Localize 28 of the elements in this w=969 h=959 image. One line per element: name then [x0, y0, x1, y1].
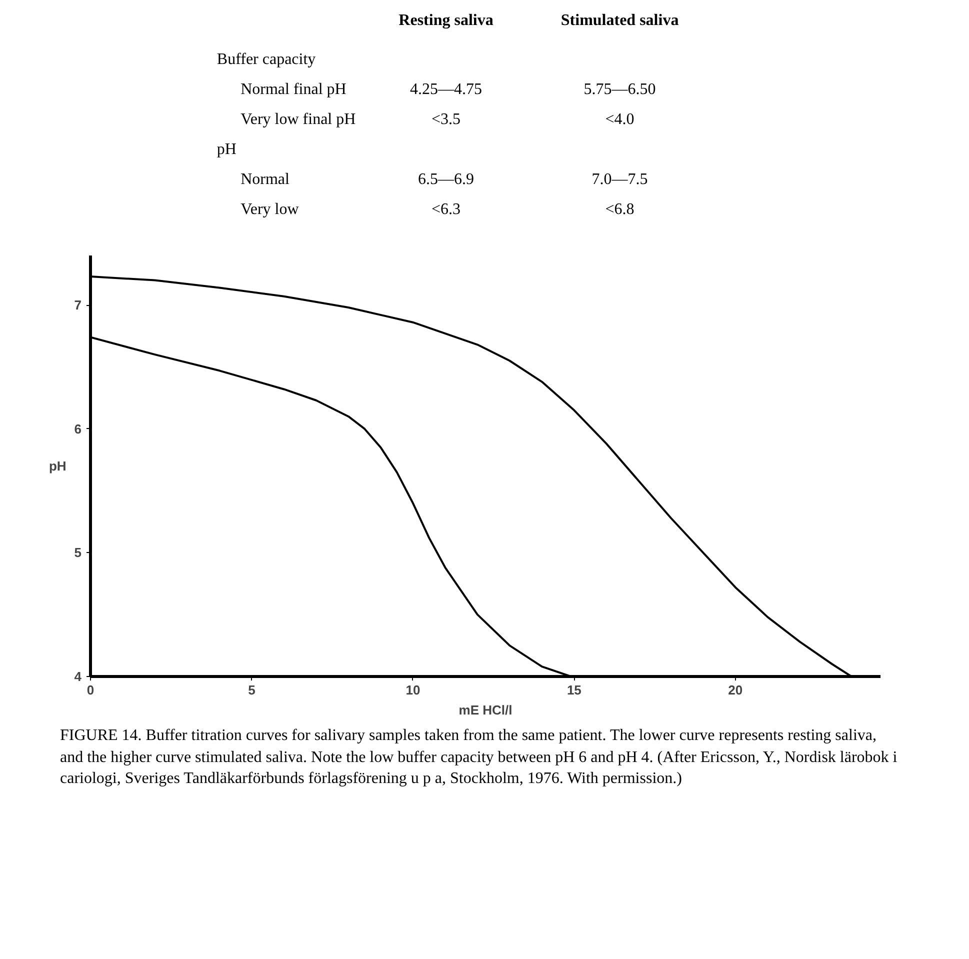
category-label: Normal final pH: [240, 81, 346, 98]
category-label: Very low: [240, 201, 299, 218]
text: <6.3: [431, 201, 461, 218]
x-tick-label: 10: [406, 682, 420, 698]
y-tick-label: 5: [74, 545, 82, 560]
category-label: Buffer capacity: [216, 51, 316, 68]
category-label: pH: [216, 141, 236, 158]
text: 5.75—6.50: [584, 81, 656, 98]
y-axis-title: pH: [48, 458, 66, 474]
x-tick-label: 15: [566, 682, 582, 698]
x-tick-label: 0: [86, 682, 94, 698]
category-label: Normal: [240, 171, 290, 188]
y-tick-label: 4: [74, 669, 82, 684]
text: 6.5—6.9: [418, 171, 474, 188]
text: <3.5: [431, 111, 461, 128]
y-tick-label: 7: [74, 298, 82, 313]
x-tick-label: 20: [728, 682, 743, 698]
text: <6.8: [605, 201, 634, 218]
x-tick-label: 5: [248, 682, 256, 698]
caption: FIGURE 14. Buffer titration curves for salivary samples taken from the same patient. The lower curve represents resting saliva, and the higher curve stimulated saliva. Note the low buffer capacity between pH 6 and pH 4. (After Ericsson, Y., Nordisk lärobok i cariologi, Sveriges Tandläkarförbunds förlagsförening u p a, Stockholm, 1976. With permission.): [60, 726, 898, 790]
text: 7.0—7.5: [592, 171, 648, 188]
category-label: Very low final pH: [240, 111, 356, 128]
category-label: Resting saliva: [398, 12, 494, 29]
text: 4.25—4.75: [410, 81, 482, 98]
text: <4.0: [605, 111, 634, 128]
x-axis-title: mE HCl/l: [458, 702, 512, 718]
y-tick-label: 6: [74, 421, 82, 436]
category-label: Stimulated saliva: [560, 12, 679, 29]
